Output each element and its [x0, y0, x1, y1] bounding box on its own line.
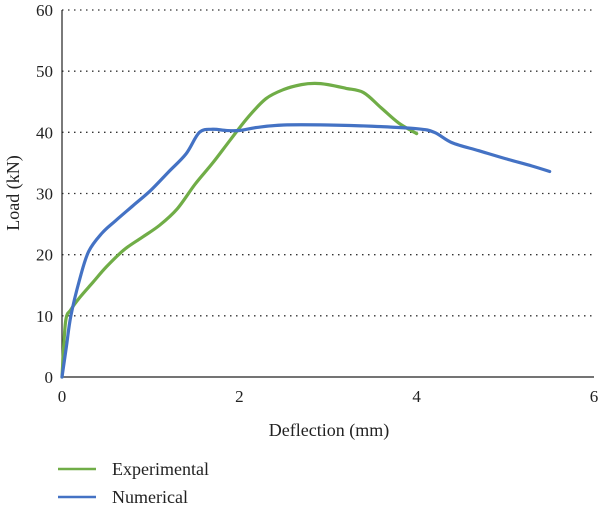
y-tick-label-50: 50: [36, 62, 53, 81]
grid-lines: [62, 9, 594, 317]
x-tick-label-6: 6: [590, 387, 599, 406]
y-tick-label-0: 0: [45, 368, 54, 387]
y-tick-label-30: 30: [36, 185, 53, 204]
tick-labels: 0 10 20 30 40 50 60 0 2 4 6: [36, 1, 598, 406]
y-tick-label-10: 10: [36, 307, 53, 326]
x-tick-label-4: 4: [412, 387, 421, 406]
legend-label-numerical: Numerical: [112, 487, 188, 505]
y-axis-title: Load (kN): [3, 155, 24, 230]
series-line-experimental: [60, 81, 419, 379]
x-tick-label-0: 0: [58, 387, 67, 406]
x-axis-title: Deflection (mm): [269, 420, 389, 441]
y-tick-label-60: 60: [36, 1, 53, 20]
series-lines: [60, 81, 552, 379]
legend-label-experimental: Experimental: [112, 459, 209, 479]
y-tick-label-40: 40: [36, 123, 53, 142]
legend: Experimental Numerical: [58, 459, 209, 505]
axes: [61, 10, 594, 378]
x-tick-label-2: 2: [235, 387, 244, 406]
series-line-numerical: [60, 123, 552, 379]
y-tick-label-20: 20: [36, 246, 53, 265]
